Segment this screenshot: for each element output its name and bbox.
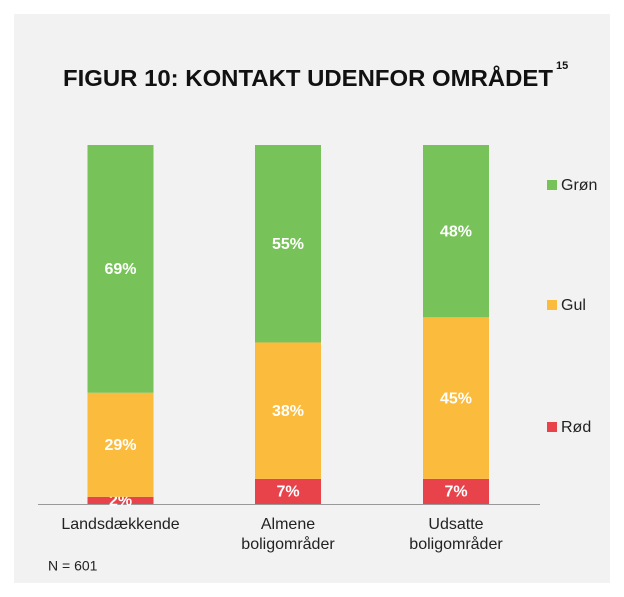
note: N = 601: [48, 558, 98, 574]
value-label: 7%: [276, 484, 299, 501]
x-tick-label: Landsdækkende: [61, 516, 180, 533]
bar-segment: [87, 145, 154, 393]
x-tick-label: Udsatte boligområder: [409, 516, 503, 553]
chart-title: FIGUR 10: KONTAKT UDENFOR OMRÅDET: [63, 64, 553, 91]
legend-label: Rød: [561, 419, 591, 436]
value-label: 7%: [444, 484, 467, 501]
bar-segment: [87, 496, 154, 504]
bar-segment: [423, 145, 489, 318]
legend-label: Grøn: [561, 177, 597, 194]
value-label: 48%: [440, 223, 472, 240]
value-label: 55%: [272, 236, 304, 253]
legend-swatch: [547, 422, 557, 432]
bar-segment: [255, 342, 321, 479]
bar-segment: [423, 478, 489, 504]
bar-segment: [423, 317, 489, 479]
value-label: 2%: [109, 493, 132, 510]
title-superscript: 15: [556, 60, 568, 72]
value-label: 69%: [104, 261, 136, 278]
bar-segment: [255, 478, 321, 504]
value-label: 45%: [440, 390, 472, 407]
bar-segment: [255, 145, 321, 343]
x-tick-label: Almene boligområder: [241, 516, 335, 553]
value-label: 38%: [272, 403, 304, 420]
value-label: 29%: [104, 437, 136, 454]
legend-label: Gul: [561, 297, 586, 314]
bar-segment: [87, 392, 154, 497]
legend-swatch: [547, 300, 557, 310]
legend-swatch: [547, 180, 557, 190]
